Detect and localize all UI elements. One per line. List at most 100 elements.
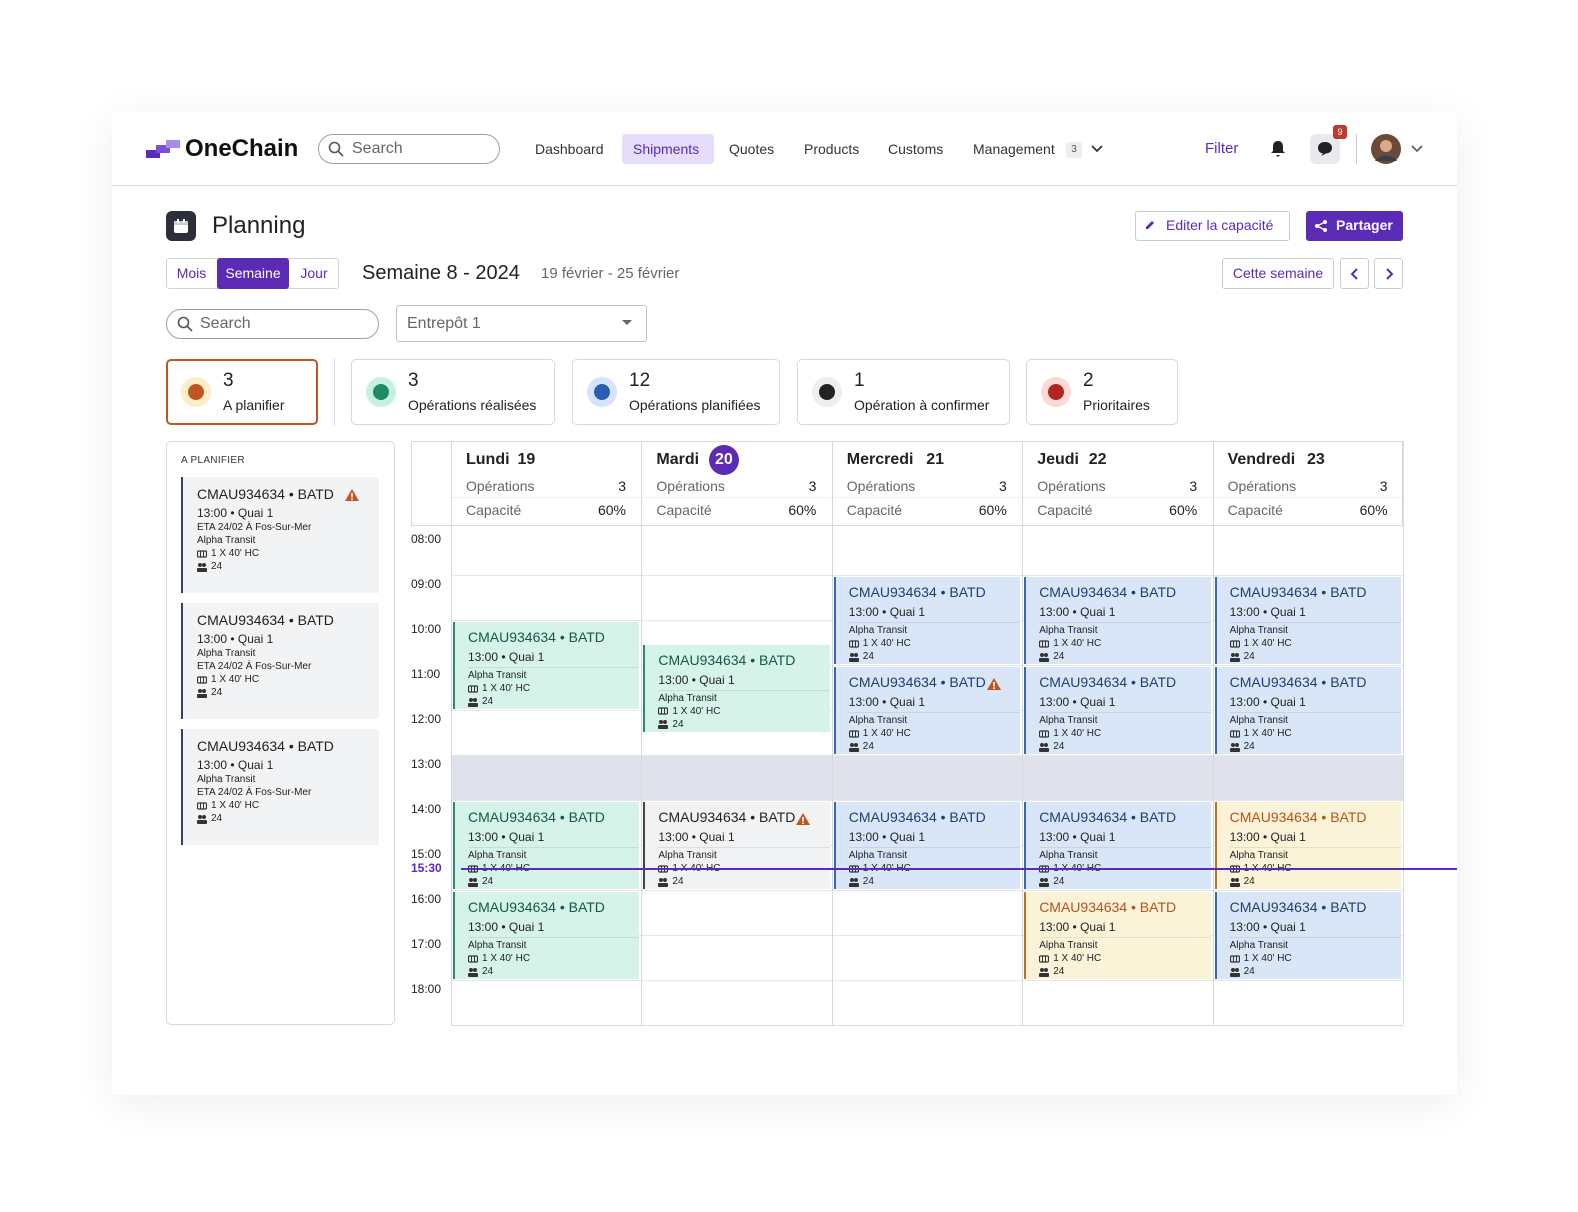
event-line: 24 bbox=[1229, 741, 1401, 752]
event-card[interactable]: CMAU934634 • BATD 13:00 • Quai 1 Alpha Tra… bbox=[1024, 892, 1211, 979]
ops-label: Opérations bbox=[846, 478, 916, 494]
event-card[interactable]: CMAU934634 • BATD 13:00 • Quai 1 Alpha Tra… bbox=[833, 667, 1021, 754]
event-line: 13:00 • Quai 1 bbox=[1229, 830, 1401, 848]
filter-link[interactable]: Filter bbox=[1205, 140, 1239, 157]
event-ref: CMAU934634 • BATD bbox=[658, 651, 796, 668]
event-card[interactable]: CMAU934634 • BATD 13:00 • Quai 1 Alpha Tra… bbox=[1214, 892, 1401, 979]
warehouse-select[interactable] bbox=[396, 305, 647, 342]
chevron[interactable] bbox=[1410, 143, 1424, 155]
backlog-item[interactable]: CMAU934634 • BATD 13:00 • Quai 1 Alpha Tra… bbox=[181, 603, 379, 719]
ppl-icon bbox=[468, 967, 478, 977]
event-time: 13:00 • Quai 1 bbox=[468, 920, 545, 934]
item-line: 24 bbox=[197, 687, 379, 698]
event-line: CMAU934634 • BATD bbox=[658, 652, 829, 671]
logo-mark bbox=[146, 140, 180, 158]
stat-card[interactable] bbox=[1026, 359, 1178, 425]
stat-card[interactable] bbox=[797, 359, 1010, 425]
nav-link[interactable]: Shipments bbox=[633, 141, 700, 157]
event-line: Alpha Transit bbox=[1230, 625, 1401, 636]
pager-button[interactable] bbox=[1374, 258, 1403, 289]
event-card[interactable]: CMAU934634 • BATD 13:00 • Quai 1 Alpha Tra… bbox=[453, 622, 640, 709]
event-carrier: Alpha Transit bbox=[658, 850, 717, 861]
item-line: ETA 24/02 À Fos-Sur-Mer bbox=[197, 522, 379, 533]
box-icon bbox=[848, 639, 859, 648]
nav-link[interactable]: Dashboard bbox=[535, 141, 604, 157]
nav-link[interactable]: Management bbox=[973, 141, 1055, 157]
view-button[interactable]: Jour bbox=[300, 265, 328, 281]
ppl-icon bbox=[848, 877, 859, 887]
item-container: 1 X 40' HC bbox=[211, 800, 260, 811]
item-line: ETA 24/02 À Fos-Sur-Mer bbox=[197, 787, 379, 798]
event-card[interactable]: CMAU934634 • BATD 13:00 • Quai 1 Alpha Tra… bbox=[643, 644, 830, 732]
event-line: 1 X 40' HC bbox=[848, 638, 1020, 649]
view-button[interactable]: Mois bbox=[176, 265, 207, 281]
event-card[interactable]: CMAU934634 • BATD 13:00 • Quai 1 Alpha Tra… bbox=[453, 892, 640, 979]
hour-label: 16:00 bbox=[411, 892, 442, 906]
stat-card[interactable] bbox=[351, 359, 555, 425]
event-count: 24 bbox=[1053, 876, 1065, 887]
event-card[interactable]: CMAU934634 • BATD 13:00 • Quai 1 Alpha Tra… bbox=[1214, 802, 1401, 889]
stat-card[interactable] bbox=[166, 359, 318, 425]
backlog-item[interactable]: CMAU934634 • BATD 13:00 • Quai 1 Alpha Tra… bbox=[181, 729, 379, 845]
search-box[interactable] bbox=[166, 309, 379, 339]
backlog-item[interactable]: CMAU934634 • BATD 13:00 • Quai 1 ETA 24/02… bbox=[181, 477, 379, 593]
day-divider bbox=[1022, 441, 1024, 1025]
event-card[interactable]: CMAU934634 • BATD 13:00 • Quai 1 Alpha Tra… bbox=[833, 577, 1021, 664]
stat-card[interactable] bbox=[572, 359, 780, 425]
view-button[interactable]: Semaine bbox=[217, 258, 289, 289]
event-line: 1 X 40' HC bbox=[468, 683, 639, 694]
share-button[interactable] bbox=[1306, 211, 1403, 241]
event-card[interactable]: CMAU934634 • BATD 13:00 • Quai 1 Alpha Tra… bbox=[833, 802, 1021, 889]
event-line: 13:00 • Quai 1 bbox=[658, 830, 830, 848]
box-icon bbox=[1039, 954, 1050, 963]
event-card[interactable]: CMAU934634 • BATD 13:00 • Quai 1 Alpha Tra… bbox=[453, 802, 640, 889]
hour-label: 14:00 bbox=[411, 802, 442, 816]
event-card[interactable]: CMAU934634 • BATD 13:00 • Quai 1 Alpha Tra… bbox=[1214, 667, 1401, 754]
event-line: Alpha Transit bbox=[1230, 940, 1401, 951]
cap-value: 60% bbox=[788, 502, 817, 518]
box-icon bbox=[197, 549, 207, 558]
event-card[interactable]: CMAU934634 • BATD 13:00 • Quai 1 Alpha Tra… bbox=[1214, 577, 1401, 664]
event-line: CMAU934634 • BATD bbox=[468, 809, 639, 828]
event-time: 13:00 • Quai 1 bbox=[1039, 920, 1116, 934]
day-divider bbox=[1403, 441, 1404, 1025]
event-line: 1 X 40' HC bbox=[1039, 953, 1210, 964]
event-count: 24 bbox=[1243, 876, 1255, 887]
event-carrier: Alpha Transit bbox=[848, 625, 908, 636]
chevron bbox=[1386, 268, 1394, 280]
grid-bottom bbox=[451, 1025, 1403, 1026]
today-button[interactable]: Cette semaine bbox=[1222, 258, 1334, 289]
day-date: 23 bbox=[1307, 451, 1325, 468]
event-line: CMAU934634 • BATD bbox=[1039, 899, 1210, 918]
item-line: 13:00 • Quai 1 bbox=[197, 758, 379, 772]
event-ref: CMAU934634 • BATD bbox=[1229, 809, 1367, 825]
search-box[interactable] bbox=[318, 134, 500, 164]
item-ref: CMAU934634 • BATD bbox=[197, 486, 334, 502]
event-line: 13:00 • Quai 1 bbox=[1229, 920, 1401, 938]
edit-button[interactable] bbox=[1135, 211, 1290, 241]
event-card[interactable]: CMAU934634 • BATD 13:00 • Quai 1 Alpha Tra… bbox=[1024, 802, 1211, 889]
nav-active-bg bbox=[622, 134, 714, 164]
nav-link[interactable]: Products bbox=[804, 141, 860, 157]
nav-link[interactable]: Customs bbox=[888, 141, 944, 157]
day-date: 19 bbox=[517, 451, 536, 468]
bell-icon[interactable] bbox=[1270, 140, 1286, 158]
chevron[interactable] bbox=[1090, 143, 1104, 155]
item-count: 24 bbox=[211, 813, 223, 824]
avatar[interactable] bbox=[1371, 134, 1401, 164]
nav-link[interactable]: Quotes bbox=[729, 141, 775, 157]
event-container: 1 X 40' HC bbox=[1243, 728, 1292, 739]
event-line: Alpha Transit bbox=[1039, 940, 1210, 951]
event-line: Alpha Transit bbox=[849, 850, 1020, 861]
event-card[interactable]: CMAU934634 • BATD 13:00 • Quai 1 Alpha Tra… bbox=[1024, 577, 1211, 664]
stat-icon-dot bbox=[594, 384, 610, 400]
stat-icon-dot bbox=[1048, 384, 1064, 400]
event-ref: CMAU934634 • BATD bbox=[1229, 584, 1367, 600]
event-card[interactable]: CMAU934634 • BATD 13:00 • Quai 1 Alpha Tra… bbox=[643, 802, 830, 889]
ppl-icon bbox=[197, 688, 207, 698]
event-count: 24 bbox=[862, 741, 874, 752]
hour-label: 18:00 bbox=[411, 982, 442, 996]
event-carrier: Alpha Transit bbox=[1039, 850, 1098, 861]
pager-button[interactable] bbox=[1340, 258, 1369, 289]
event-card[interactable]: CMAU934634 • BATD 13:00 • Quai 1 Alpha Tra… bbox=[1024, 667, 1211, 754]
